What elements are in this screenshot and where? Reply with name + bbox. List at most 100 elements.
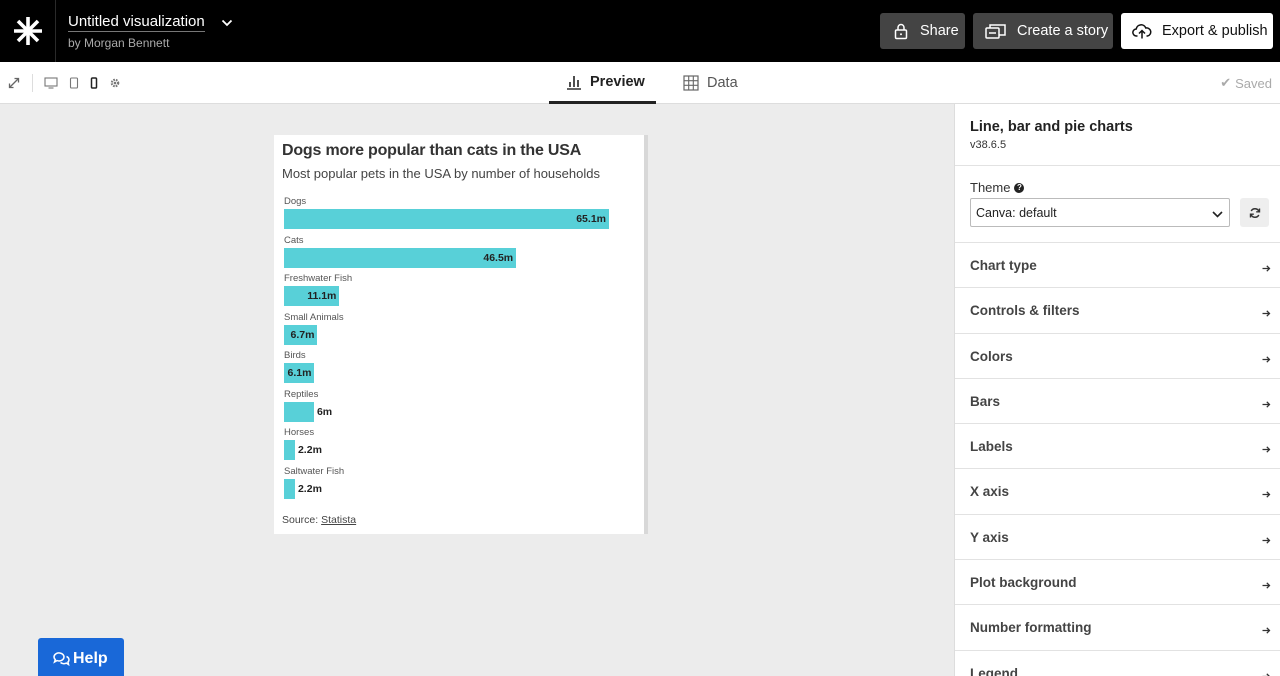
bar-category-label: Freshwater Fish (284, 273, 353, 284)
visualization-title-area: Untitled visualization by Morgan Bennett (68, 13, 233, 50)
panel-section[interactable]: X axis (955, 469, 1280, 515)
check-icon: ✔ (1220, 75, 1232, 90)
chevron-down-icon (1212, 207, 1223, 221)
bar-category-label: Birds (284, 350, 306, 361)
settings-panel: Line, bar and pie charts v38.6.5 Theme ?… (954, 104, 1280, 676)
bar-value-label: 6m (316, 405, 333, 418)
arrow-right-icon (1262, 441, 1271, 459)
export-publish-button[interactable]: Export & publish (1121, 13, 1273, 49)
bar-value-label: 2.2m (297, 444, 322, 456)
bar[interactable] (284, 324, 318, 345)
toolbar-divider (32, 74, 33, 92)
panel-section[interactable]: Plot background (955, 560, 1280, 606)
bar-row: Birds 6.1m (284, 350, 315, 383)
tab-preview-label: Preview (590, 73, 645, 90)
panel-section[interactable]: Labels (955, 424, 1280, 470)
lock-icon (894, 23, 908, 40)
panel-section-label: Chart type (970, 258, 1037, 273)
template-title: Line, bar and pie charts (970, 119, 1133, 135)
bar[interactable] (284, 209, 609, 229)
bar-row: Freshwater Fish 11.1m (284, 273, 352, 306)
mobile-view-icon[interactable] (86, 75, 102, 91)
panel-section[interactable]: Controls & filters (955, 288, 1280, 334)
chevron-down-icon[interactable] (221, 19, 233, 27)
bar-value-label: 6.7m (290, 328, 315, 341)
bar-category-label: Reptiles (284, 388, 319, 400)
panel-section[interactable]: Chart type (955, 243, 1280, 289)
panel-section[interactable]: Bars (955, 379, 1280, 425)
logo[interactable] (0, 0, 56, 62)
panel-section-label: Number formatting (970, 620, 1092, 636)
theme-label: Theme ? (970, 180, 1025, 195)
tab-data-label: Data (707, 75, 738, 91)
bar-track: 6.7m (284, 324, 344, 345)
panel-section[interactable]: Number formatting (955, 605, 1280, 651)
tab-data[interactable]: Data (683, 62, 753, 104)
bar[interactable] (284, 286, 340, 306)
bar-value-label: 65.1m (576, 213, 606, 225)
table-grid-icon (683, 75, 699, 91)
bar-row: Small Animals 6.7m (284, 312, 344, 345)
bar-value-label: 2.2m (297, 482, 322, 495)
bar[interactable] (284, 478, 295, 499)
arrow-right-icon (1262, 396, 1271, 414)
gear-icon[interactable] (107, 75, 123, 91)
tab-preview[interactable]: Preview (549, 62, 656, 104)
bar-value-label: 46.5m (483, 251, 514, 264)
create-story-button[interactable]: Create a story (973, 13, 1113, 49)
panel-section-label: Controls & filters (970, 303, 1080, 319)
desktop-view-icon[interactable] (43, 75, 59, 91)
theme-select[interactable]: Canva: default (970, 198, 1230, 227)
panel-section[interactable]: Y axis (955, 515, 1280, 561)
arrow-right-icon (1262, 305, 1271, 323)
bar-track: 2.2m (284, 440, 322, 460)
share-button[interactable]: Share (880, 13, 965, 49)
top-bar: Untitled visualization by Morgan Bennett… (0, 0, 1280, 62)
theme-block: Theme ? Canva: default (955, 166, 1280, 243)
panel-section[interactable]: Colors (955, 334, 1280, 379)
bar-chart-icon (567, 75, 581, 90)
bar[interactable] (284, 440, 295, 460)
visualization-title[interactable]: Untitled visualization (68, 13, 205, 32)
cloud-upload-icon (1132, 24, 1152, 39)
chart-source: Source: Statista (282, 514, 356, 526)
panel-section-label: Y axis (970, 529, 1009, 545)
bar-row: Dogs 65.1m (284, 196, 609, 229)
panel-section-label: Colors (970, 348, 1013, 364)
bar[interactable] (284, 363, 315, 383)
create-story-label: Create a story (1017, 23, 1109, 39)
settings-sections: Chart type Controls & filters Colors Bars La… (955, 243, 1280, 676)
save-status-label: Saved (1235, 75, 1272, 91)
bar-category-label: Small Animals (284, 311, 344, 323)
bar[interactable] (284, 247, 517, 268)
panel-section-label: Bars (970, 393, 1001, 409)
source-link[interactable]: Statista (321, 514, 357, 526)
bar-row: Reptiles 6m (284, 388, 332, 422)
story-icon (985, 24, 1006, 39)
refresh-theme-button[interactable] (1240, 198, 1269, 227)
arrow-right-icon (1262, 577, 1271, 595)
tablet-view-icon[interactable] (66, 75, 82, 91)
panel-section-label: X axis (970, 484, 1010, 500)
theme-select-value: Canva: default (976, 206, 1057, 220)
bar[interactable] (284, 401, 314, 422)
help-button[interactable]: Help (38, 638, 124, 676)
help-label: Help (73, 650, 108, 667)
chat-bubbles-icon (53, 652, 70, 667)
chart-subtitle: Most popular pets in the USA by number o… (282, 166, 600, 181)
expand-icon[interactable] (6, 75, 22, 91)
panel-section-label: Labels (970, 439, 1013, 455)
save-status: ✔ Saved (1220, 75, 1272, 91)
bar-value-label: 11.1m (307, 290, 337, 302)
panel-section[interactable]: Legend (955, 651, 1280, 676)
panel-section-label: Legend (970, 665, 1019, 676)
arrow-right-icon (1262, 351, 1271, 369)
chart-preview: Dogs more popular than cats in the USA M… (274, 135, 648, 534)
bar-track: 2.2m (284, 478, 344, 499)
bar-track: 65.1m (284, 209, 609, 229)
arrow-right-icon (1262, 486, 1271, 504)
bar-track: 11.1m (284, 286, 352, 306)
export-publish-label: Export & publish (1162, 23, 1268, 39)
panel-header: Line, bar and pie charts v38.6.5 (955, 104, 1280, 166)
question-icon[interactable]: ? (1014, 182, 1025, 193)
